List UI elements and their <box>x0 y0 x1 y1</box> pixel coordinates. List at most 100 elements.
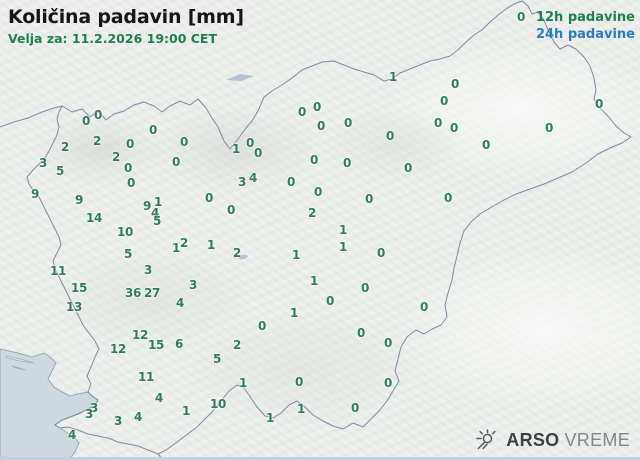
station-value: 0 <box>450 77 460 91</box>
station-value: 0 <box>313 185 323 199</box>
station-value: 0 <box>325 294 335 308</box>
station-value: 0 <box>342 156 352 170</box>
station-value: 0 <box>245 136 255 150</box>
station-value: 0 <box>297 105 307 119</box>
station-value: 0 <box>204 191 214 205</box>
station-value: 9 <box>74 193 84 207</box>
station-value: 0 <box>364 192 374 206</box>
station-value: 13 <box>65 300 83 314</box>
station-value: 0 <box>81 114 91 128</box>
lagoon-island <box>5 355 35 364</box>
station-value: 0 <box>433 116 443 130</box>
country-border-path <box>26 0 632 455</box>
station-value: 0 <box>350 401 360 415</box>
station-value: 2 <box>232 246 242 260</box>
valid-time-label: Velja za: 11.2.2026 19:00 CET <box>8 31 217 46</box>
italy-austria-border-path <box>0 105 63 128</box>
station-value: 3 <box>38 156 48 170</box>
station-value: 12 <box>131 328 149 342</box>
station-value: 1 <box>206 238 216 252</box>
station-value: 1 <box>238 376 248 390</box>
map-header: Količina padavin [mm] Velja za: 11.2.202… <box>8 6 244 46</box>
station-value: 4 <box>67 428 77 442</box>
station-value: 1 <box>265 411 275 425</box>
station-value: 0 <box>594 97 604 111</box>
station-value: 5 <box>123 247 133 261</box>
station-value: 1 <box>289 306 299 320</box>
station-value: 4 <box>154 391 164 405</box>
station-value: 0 <box>343 116 353 130</box>
station-value: 0 <box>148 123 158 137</box>
station-value: 1 <box>181 404 191 418</box>
station-value: 0 <box>360 281 370 295</box>
station-value: 1 <box>309 274 319 288</box>
lagoon-island <box>11 365 27 371</box>
station-value: 5 <box>55 164 65 178</box>
station-value: 1 <box>291 248 301 262</box>
station-value: 0 <box>286 175 296 189</box>
station-value: 4 <box>248 171 258 185</box>
arso-vreme-logo: ARSO VREME <box>474 429 630 451</box>
station-value: 0 <box>385 129 395 143</box>
station-value: 3 <box>188 278 198 292</box>
station-value: 0 <box>179 135 189 149</box>
station-value: 15 <box>147 338 165 352</box>
station-value: 10 <box>116 225 134 239</box>
station-value: 1 <box>171 241 181 255</box>
station-value: 12 <box>109 342 127 356</box>
station-value: 0 <box>516 10 526 24</box>
station-value: 11 <box>49 264 67 278</box>
station-value: 1 <box>338 240 348 254</box>
lake-bohinj <box>238 254 248 260</box>
station-value: 0 <box>126 176 136 190</box>
station-value: 0 <box>309 153 319 167</box>
station-value: 2 <box>60 140 70 154</box>
station-value: 5 <box>212 352 222 366</box>
station-value: 1 <box>388 70 398 84</box>
station-value: 0 <box>439 94 449 108</box>
station-value: 14 <box>85 211 103 225</box>
brand-name-arso: ARSO <box>506 429 560 450</box>
station-value: 0 <box>171 155 181 169</box>
station-value: 0 <box>316 119 326 133</box>
station-value: 3 <box>143 263 153 277</box>
legend: 12h padavine 24h padavine <box>536 9 635 43</box>
legend-toggle-12h[interactable]: 12h padavine <box>535 10 635 25</box>
station-value: 0 <box>376 246 386 260</box>
station-value: 0 <box>253 146 263 160</box>
bottom-strip <box>0 457 640 460</box>
station-value: 0 <box>383 336 393 350</box>
station-value: 0 <box>356 326 366 340</box>
station-value: 1 <box>231 142 241 156</box>
station-value: 36 <box>124 286 142 300</box>
station-value: 0 <box>294 375 304 389</box>
lake-worthersee <box>226 74 254 81</box>
page-title: Količina padavin [mm] <box>8 6 244 28</box>
station-value: 1 <box>338 223 348 237</box>
station-value: 3 <box>84 407 94 421</box>
station-value: 2 <box>232 338 242 352</box>
station-value: 3 <box>237 175 247 189</box>
station-value: 0 <box>403 161 413 175</box>
station-value: 9 <box>30 187 40 201</box>
station-value: 1 <box>153 195 163 209</box>
station-value: 0 <box>257 319 267 333</box>
station-value: 3 <box>113 414 123 428</box>
station-value: 2 <box>307 206 317 220</box>
station-value: 3 <box>89 401 99 415</box>
station-value: 2 <box>111 150 121 164</box>
station-value: 4 <box>175 296 185 310</box>
station-value: 5 <box>152 214 162 228</box>
station-value: 0 <box>93 108 103 122</box>
weather-sun-icon <box>476 429 496 450</box>
station-value: 4 <box>150 206 160 220</box>
station-value: 0 <box>443 191 453 205</box>
station-value: 4 <box>133 410 143 424</box>
station-value: 0 <box>123 161 133 175</box>
legend-toggle-24h[interactable]: 24h padavine <box>535 27 635 42</box>
station-value: 0 <box>449 121 459 135</box>
station-value: 2 <box>92 134 102 148</box>
